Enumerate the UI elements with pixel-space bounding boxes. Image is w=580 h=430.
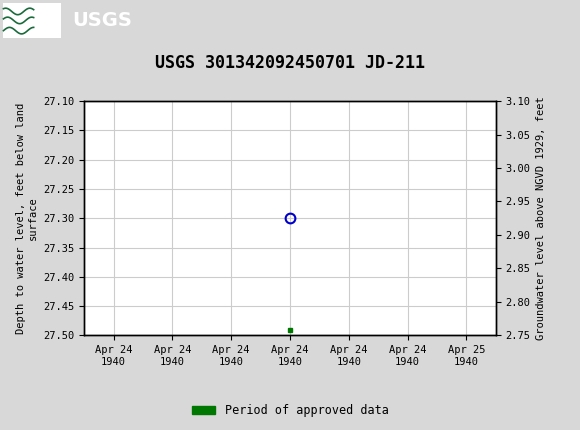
Y-axis label: Depth to water level, feet below land
surface: Depth to water level, feet below land su…	[16, 103, 38, 334]
Text: USGS 301342092450701 JD-211: USGS 301342092450701 JD-211	[155, 54, 425, 72]
FancyBboxPatch shape	[3, 3, 61, 37]
Legend: Period of approved data: Period of approved data	[187, 399, 393, 422]
Text: USGS: USGS	[72, 11, 132, 30]
Y-axis label: Groundwater level above NGVD 1929, feet: Groundwater level above NGVD 1929, feet	[536, 96, 546, 340]
